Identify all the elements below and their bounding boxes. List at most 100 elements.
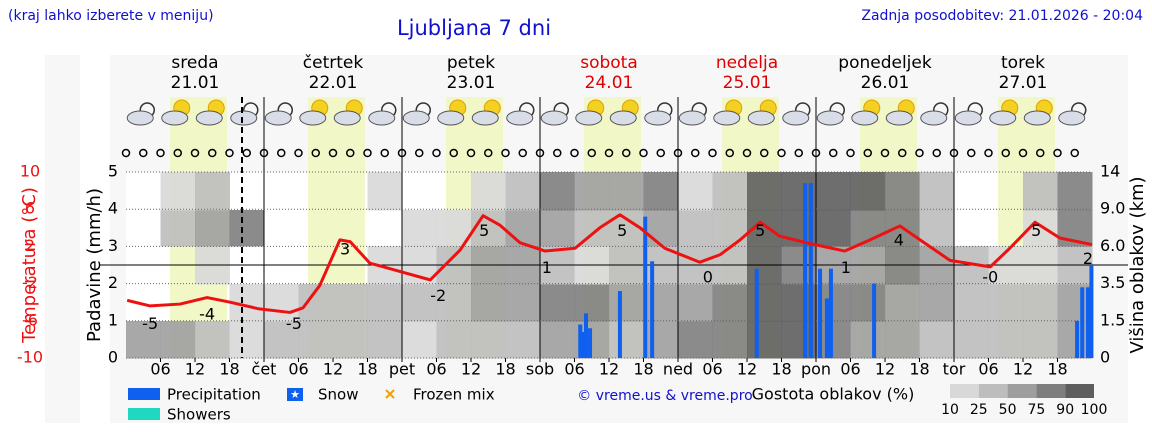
- cloud-cell: [919, 210, 955, 247]
- cloud-cell: [988, 321, 1024, 359]
- x-tick-label: 18: [633, 360, 653, 379]
- wind-calm: [139, 148, 148, 158]
- cloud-icon: [609, 110, 637, 126]
- x-tick-label: 12: [875, 360, 895, 379]
- wind-calm: [915, 148, 924, 158]
- x-tick-label: 12: [323, 360, 343, 379]
- y-tick-label: 1: [108, 310, 118, 329]
- cloud-cell: [436, 284, 472, 322]
- day-name: petek: [447, 53, 495, 73]
- wind-calm: [863, 148, 872, 158]
- wind-calm: [208, 148, 217, 158]
- temperature-line: [126, 213, 1093, 314]
- precip-bar: [1080, 287, 1085, 358]
- cloud-cell: [540, 172, 575, 211]
- temp-extreme-label: 3: [340, 240, 350, 259]
- x-tick-label: 06: [702, 360, 722, 379]
- wind-calm: [484, 148, 493, 158]
- cloud-cell: [160, 210, 196, 247]
- cloud-cell: [402, 210, 437, 247]
- wind-calm: [656, 148, 665, 158]
- cloud-cell: [540, 321, 575, 359]
- cloud-cell: [367, 321, 403, 359]
- temp-tick-label: 2: [25, 236, 35, 255]
- precip-bar: [1085, 287, 1090, 358]
- wind-calm: [294, 148, 303, 158]
- cloud-cell: [643, 210, 679, 247]
- wind-calm: [225, 148, 234, 158]
- x-tick-label: 18: [909, 360, 929, 379]
- precip-bar: [818, 268, 823, 358]
- temp-extreme-label: -5: [142, 314, 158, 333]
- cloud-cell: [540, 284, 575, 322]
- cloud-cell: [505, 284, 541, 322]
- cloud-cell: [402, 284, 437, 322]
- cloud-icon: [540, 110, 568, 126]
- cloud-legend-label: 50: [999, 402, 1017, 418]
- cloud-cell: [471, 172, 506, 211]
- x-tick-label: ned: [663, 360, 693, 379]
- legend-label: Frozen mix: [413, 386, 495, 404]
- cloud-cell: [643, 321, 679, 359]
- temp-extreme-label: -5: [286, 314, 302, 333]
- cloud-legend-swatch: [1036, 384, 1066, 398]
- cloud-cell: [471, 284, 506, 322]
- cloud-cell: [747, 172, 782, 211]
- legend-label: Showers: [167, 406, 231, 424]
- y-tick-label: 3: [108, 236, 118, 255]
- day-name: nedelja: [716, 53, 778, 73]
- precip-bar: [584, 313, 588, 358]
- cloud-cell: [988, 284, 1024, 322]
- y2-tick-label: 6.0: [1100, 236, 1125, 255]
- precip-bar: [1075, 320, 1080, 358]
- x-tick-label: 12: [599, 360, 619, 379]
- cloud-legend-swatch: [1007, 384, 1037, 398]
- cloud-cell: [160, 172, 196, 211]
- legend-swatch: [128, 388, 160, 400]
- cloud-cell: [1057, 172, 1093, 211]
- precip-bar: [872, 283, 877, 358]
- cloud-cell: [850, 284, 886, 322]
- wind-calm: [311, 148, 320, 158]
- cloud-cell: [229, 321, 265, 359]
- cloud-cell: [919, 321, 955, 359]
- cloud-cell: [1023, 284, 1058, 322]
- cloud-icon: [230, 110, 258, 126]
- cloud-cell: [609, 172, 644, 211]
- cloud-cell: [471, 321, 506, 359]
- cloud-cell: [712, 172, 748, 211]
- wind-calm: [742, 148, 752, 158]
- cloud-cell: [367, 284, 403, 322]
- wind-calm: [691, 148, 700, 158]
- day-date: 22.01: [309, 73, 358, 93]
- precip-bar: [803, 183, 808, 358]
- wind-calm: [328, 148, 338, 158]
- x-tick-label: pet: [389, 360, 415, 379]
- y2-tick-label: 0: [1100, 348, 1110, 367]
- cloud-cell: [298, 321, 334, 359]
- wind-calm: [1053, 148, 1062, 158]
- cloud-cell: [712, 321, 748, 359]
- cloud-cell: [574, 172, 610, 211]
- cloud-cell: [678, 321, 713, 359]
- cloud-icon: [678, 110, 706, 126]
- x-tick-label: 06: [564, 360, 584, 379]
- cloud-icon: [437, 110, 465, 126]
- cloud-legend-label: 100: [1081, 402, 1108, 418]
- wind-calm: [156, 148, 165, 158]
- cloud-legend-title: Gostota oblakov (%): [752, 385, 915, 404]
- temp-extreme-label: -0: [982, 268, 998, 287]
- update-time: Zadnja posodobitev: 21.01.2026 - 20:04: [861, 8, 1143, 24]
- precip-bar: [578, 324, 583, 358]
- cloud-cell: [609, 321, 644, 359]
- cloud-icon: [954, 110, 982, 126]
- x-tick-label: 18: [771, 360, 791, 379]
- wind-calm: [880, 148, 890, 158]
- wind-calm: [466, 148, 476, 158]
- cloud-icon: [299, 110, 327, 126]
- cloud-cell: [954, 321, 989, 359]
- temp-extreme-label: 5: [755, 221, 765, 240]
- cloud-icon: [471, 110, 499, 126]
- cloud-cell: [678, 210, 713, 247]
- x-tick-label: 18: [357, 360, 377, 379]
